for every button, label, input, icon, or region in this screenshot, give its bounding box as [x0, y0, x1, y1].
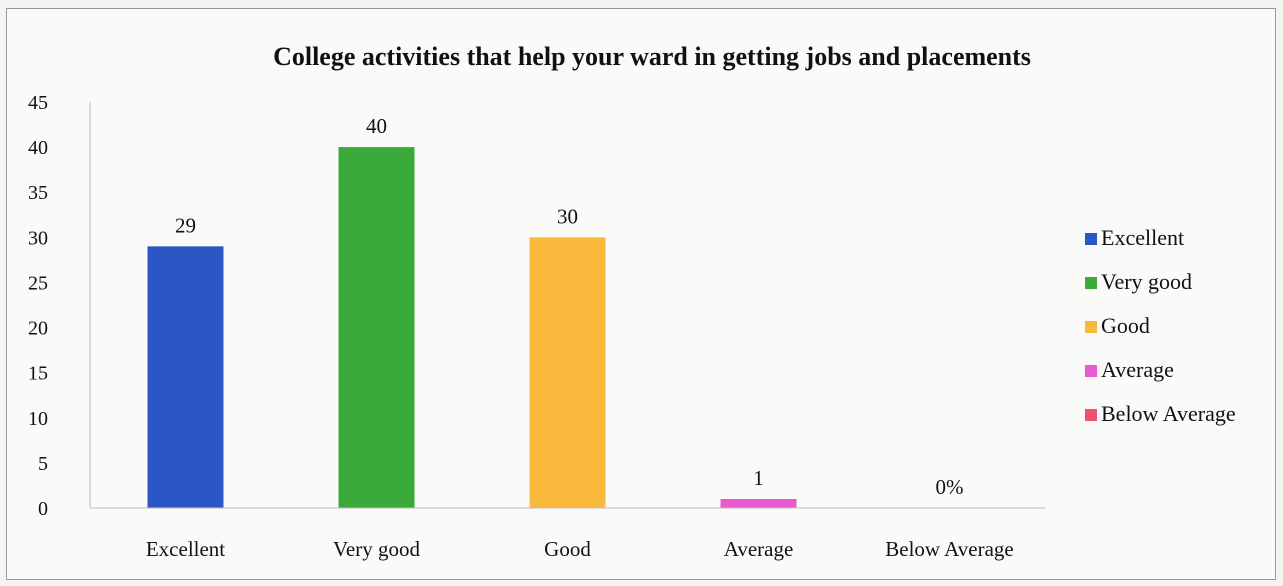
data-label: 1 [753, 466, 764, 490]
y-axis: 0 5 10 15 20 25 30 35 40 45 [28, 92, 91, 520]
legend-entry: Below Average [1101, 401, 1236, 426]
legend-swatch [1085, 365, 1097, 377]
legend-swatch [1085, 409, 1097, 421]
x-tick-label: Below Average [885, 537, 1013, 561]
y-tick-label: 5 [38, 453, 48, 475]
data-label: 0% [936, 475, 964, 499]
y-tick-label: 45 [28, 92, 48, 114]
y-tick-label: 0 [38, 498, 48, 520]
legend-swatch [1085, 277, 1097, 289]
y-tick-label: 25 [28, 272, 48, 294]
y-tick-label: 40 [28, 137, 48, 159]
legend: Excellent Very good Good Average Below Avera… [1085, 225, 1236, 426]
chart-title: College activities that help your ward i… [273, 42, 1031, 71]
bar-good [529, 237, 606, 509]
bar-excellent [147, 246, 224, 508]
bars [147, 147, 797, 509]
y-tick-label: 20 [28, 318, 48, 340]
bar-average [720, 498, 797, 508]
bar-very-good [338, 147, 415, 508]
x-tick-label: Excellent [146, 537, 225, 561]
y-tick-label: 15 [28, 363, 48, 385]
data-labels: 29 40 30 1 0% [175, 114, 964, 499]
legend-entry: Average [1101, 357, 1174, 382]
y-tick-label: 35 [28, 182, 48, 204]
legend-entry: Very good [1101, 269, 1192, 294]
data-label: 29 [175, 213, 196, 237]
x-axis: Excellent Very good Good Average Below Avera… [90, 507, 1045, 561]
y-tick-label: 10 [28, 408, 48, 430]
x-tick-label: Average [724, 537, 794, 561]
data-label: 30 [557, 204, 578, 228]
legend-entry: Excellent [1101, 225, 1184, 250]
x-tick-label: Good [544, 537, 591, 561]
legend-entry: Good [1101, 313, 1150, 338]
data-label: 40 [366, 114, 387, 138]
legend-swatch [1085, 233, 1097, 245]
legend-swatch [1085, 321, 1097, 333]
y-tick-label: 30 [28, 227, 48, 249]
x-tick-label: Very good [333, 537, 420, 561]
